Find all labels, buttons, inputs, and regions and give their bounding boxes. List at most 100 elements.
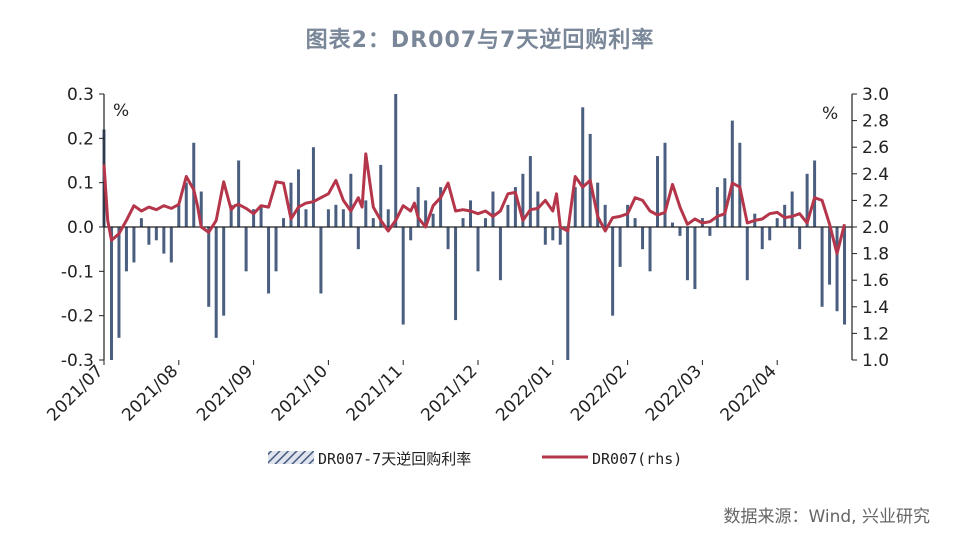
bar (670, 222, 674, 227)
bar (454, 227, 458, 321)
bar (723, 178, 727, 227)
bar (828, 227, 832, 285)
bar (259, 204, 263, 227)
bar (491, 191, 495, 227)
bar (132, 227, 136, 263)
x-tick-label: 2021/08 (118, 361, 182, 425)
bar (229, 204, 233, 227)
bar (656, 156, 660, 227)
bar (558, 227, 562, 245)
bar (581, 107, 585, 227)
bar (730, 120, 734, 227)
chart-title: 图表2：DR007与7天逆回购利率 (305, 28, 655, 53)
bar (678, 227, 682, 236)
bar (596, 182, 600, 227)
bar (169, 227, 173, 263)
bar (364, 200, 368, 227)
x-tick-label: 2021/07 (43, 361, 107, 425)
bar (768, 227, 772, 241)
legend-label-line: DR007(rhs) (592, 450, 682, 468)
bar (446, 227, 450, 250)
bar (498, 227, 502, 281)
bar (416, 187, 420, 227)
x-tick-label: 2022/02 (567, 361, 631, 425)
bar (693, 227, 697, 290)
bar (760, 227, 764, 250)
bar (618, 227, 622, 267)
right-tick-label: 1.4 (862, 298, 889, 318)
bar (304, 209, 308, 227)
bar (745, 227, 749, 281)
bar (177, 204, 181, 227)
bar (820, 227, 824, 307)
bar-series-spread (102, 94, 847, 360)
right-tick-label: 2.2 (862, 191, 889, 211)
bar (222, 227, 226, 316)
bar (738, 142, 742, 227)
bar (461, 218, 465, 227)
bar (199, 191, 203, 227)
bar (476, 227, 480, 272)
left-axis-unit: % (113, 101, 129, 121)
x-tick-label: 2022/03 (642, 361, 706, 425)
bar (244, 227, 248, 272)
right-tick-label: 3.0 (862, 85, 889, 105)
left-tick-label: -0.1 (61, 262, 94, 282)
bar (528, 156, 532, 227)
bar (341, 209, 345, 227)
bar (805, 173, 809, 227)
bar (289, 182, 293, 227)
left-axis-ticks: 0.3 0.2 0.1 0.0 -0.1 -0.2 -0.3 (61, 85, 104, 371)
bar (506, 204, 510, 227)
bar (633, 218, 637, 227)
bar (469, 200, 473, 227)
bar (237, 160, 241, 227)
bar (147, 227, 151, 245)
bar (379, 164, 383, 227)
x-axis-ticks: 2021/07 2021/08 2021/09 2021/10 2021/11 2021/… (43, 360, 781, 425)
bar (648, 227, 652, 272)
bar (409, 227, 413, 241)
right-tick-label: 1.8 (862, 245, 889, 265)
bar (139, 218, 143, 227)
bar (214, 227, 218, 338)
right-tick-label: 1.6 (862, 271, 889, 291)
legend-label-bar: DR007-7天逆回购利率 (318, 450, 471, 468)
bar (813, 160, 817, 227)
right-tick-label: 1.0 (862, 351, 889, 371)
bar (641, 227, 645, 250)
bar (124, 227, 128, 272)
bar (252, 209, 256, 227)
bar (192, 142, 196, 227)
bar (296, 169, 300, 227)
source-note: 数据来源：Wind, 兴业研究 (723, 507, 930, 527)
bar (835, 227, 839, 312)
bar (334, 204, 338, 227)
bar (663, 142, 667, 227)
bar (439, 187, 443, 227)
bar (371, 218, 375, 227)
left-tick-label: -0.2 (61, 307, 94, 327)
bar (551, 227, 555, 241)
bar (626, 204, 630, 227)
bar (109, 227, 113, 360)
x-tick-label: 2022/04 (717, 361, 781, 425)
line-series-dr007 (102, 152, 846, 256)
bar (162, 227, 166, 254)
bar (207, 227, 211, 307)
bar (349, 173, 353, 227)
bar (424, 200, 428, 227)
bar (715, 187, 719, 227)
bar (282, 218, 286, 227)
bar (184, 182, 188, 227)
right-tick-label: 1.2 (862, 324, 889, 344)
legend-swatch-bar (268, 451, 314, 464)
right-axis-ticks: 3.0 2.8 2.6 2.4 2.2 2.0 1.8 1.6 1.4 1.2 1.0 (852, 85, 889, 371)
bar (708, 227, 712, 236)
bar (401, 227, 405, 325)
x-tick-label: 2021/10 (268, 361, 332, 425)
bar (483, 218, 487, 227)
bar (326, 209, 330, 227)
bar (798, 227, 802, 250)
